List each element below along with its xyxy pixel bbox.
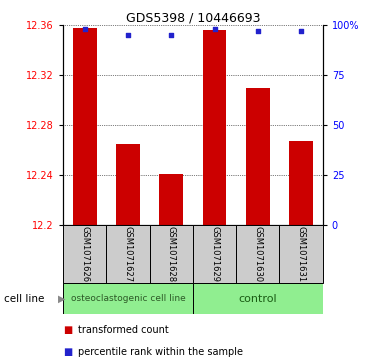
Bar bbox=[160, 174, 183, 225]
Bar bbox=[63, 225, 106, 283]
Text: control: control bbox=[239, 294, 277, 303]
Bar bbox=[63, 283, 193, 314]
Point bbox=[168, 32, 174, 38]
Text: percentile rank within the sample: percentile rank within the sample bbox=[78, 347, 243, 357]
Text: GSM1071630: GSM1071630 bbox=[253, 226, 262, 282]
Point bbox=[298, 28, 304, 34]
Text: ▶: ▶ bbox=[58, 294, 65, 303]
Bar bbox=[116, 144, 140, 225]
Bar bbox=[289, 142, 313, 225]
Bar bbox=[150, 225, 193, 283]
Bar bbox=[73, 28, 96, 225]
Bar bbox=[106, 225, 150, 283]
Text: GSM1071631: GSM1071631 bbox=[297, 226, 306, 282]
Bar bbox=[193, 283, 323, 314]
Title: GDS5398 / 10446693: GDS5398 / 10446693 bbox=[126, 11, 260, 24]
Text: ■: ■ bbox=[63, 347, 72, 357]
Point bbox=[125, 32, 131, 38]
Text: osteoclastogenic cell line: osteoclastogenic cell line bbox=[70, 294, 186, 303]
Point bbox=[211, 26, 217, 32]
Text: transformed count: transformed count bbox=[78, 325, 169, 335]
Text: GSM1071627: GSM1071627 bbox=[124, 226, 132, 282]
Bar bbox=[279, 225, 323, 283]
Bar bbox=[236, 225, 279, 283]
Text: GSM1071628: GSM1071628 bbox=[167, 226, 176, 282]
Text: GSM1071629: GSM1071629 bbox=[210, 226, 219, 282]
Point bbox=[255, 28, 261, 34]
Bar bbox=[193, 225, 236, 283]
Point bbox=[82, 26, 88, 32]
Bar bbox=[203, 30, 226, 225]
Text: GSM1071626: GSM1071626 bbox=[80, 226, 89, 282]
Bar bbox=[246, 88, 270, 225]
Text: ■: ■ bbox=[63, 325, 72, 335]
Text: cell line: cell line bbox=[4, 294, 44, 303]
